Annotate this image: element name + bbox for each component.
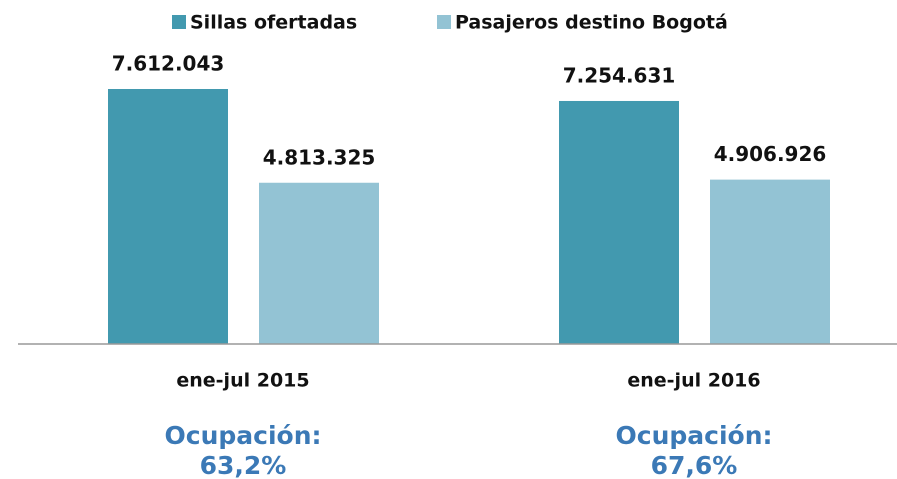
annotation: Ocupación: [616, 421, 773, 450]
legend-label: Pasajeros destino Bogotá [455, 12, 728, 34]
data-label: 7.254.631 [563, 63, 676, 87]
x-tick-label: ene-jul 2016 [627, 370, 760, 392]
bar [259, 182, 379, 344]
x-tick-label: ene-jul 2015 [176, 370, 309, 392]
bar [108, 89, 228, 344]
data-label: 7.612.043 [112, 52, 225, 76]
bar [710, 179, 830, 344]
annotation: Ocupación: [165, 421, 322, 450]
legend-swatch [437, 15, 451, 29]
legend-swatch [172, 15, 186, 29]
annotation: 67,6% [651, 451, 738, 479]
data-label: 4.813.325 [263, 145, 376, 169]
data-label: 4.906.926 [714, 142, 827, 166]
annotation: 63,2% [200, 451, 287, 479]
bar [559, 100, 679, 344]
legend-label: Sillas ofertadas [190, 12, 357, 34]
